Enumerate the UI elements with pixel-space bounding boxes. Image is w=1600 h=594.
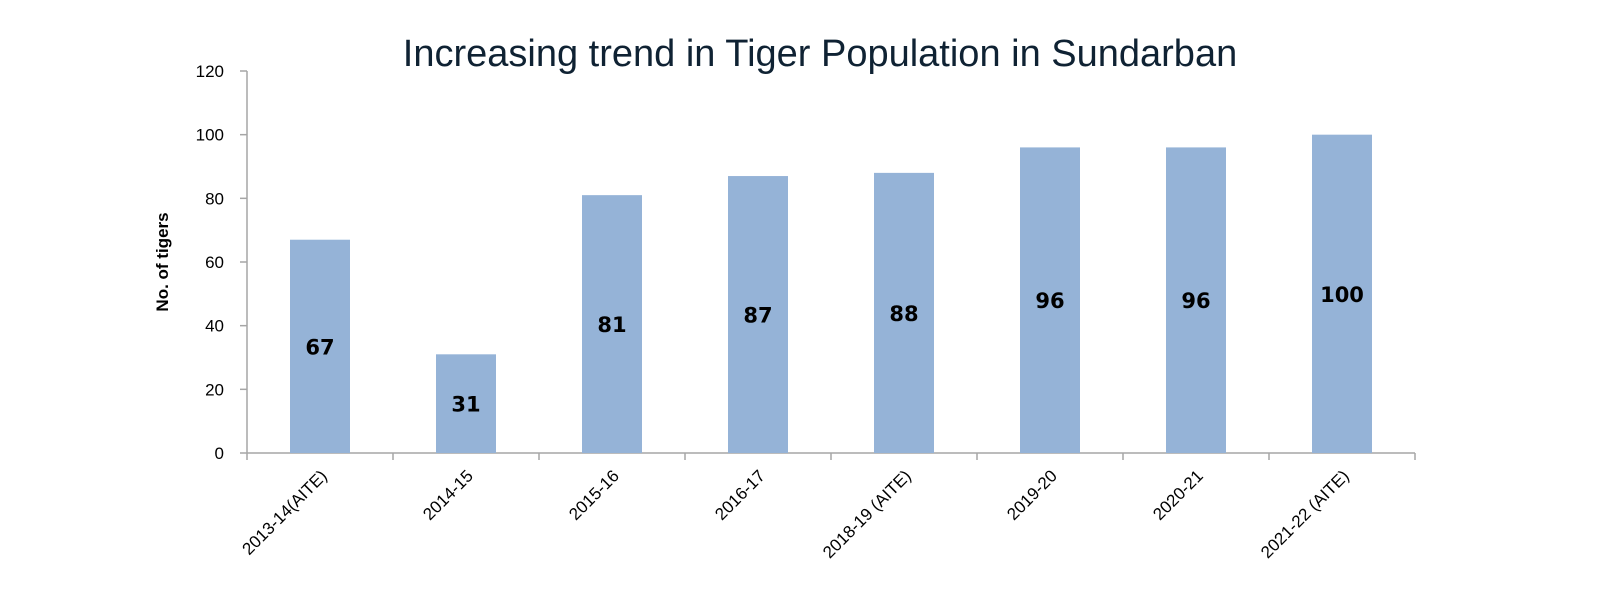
x-tick-label: 2013-14(AITE)	[239, 466, 331, 558]
bar	[436, 354, 496, 453]
bars	[290, 134, 1372, 454]
x-tick-label: 2019-20	[1003, 466, 1061, 524]
data-label: 31	[451, 393, 480, 417]
x-tick-label: 2020-21	[1149, 466, 1207, 524]
y-axis: 0 20 40 60 80 100 120	[196, 62, 248, 463]
x-tick-label: 2021-22 (AITE)	[1257, 466, 1353, 562]
bar	[290, 239, 350, 453]
y-tick-label: 60	[205, 253, 224, 272]
bar	[1312, 134, 1372, 453]
bar	[582, 195, 642, 453]
bar	[1166, 147, 1226, 453]
chart-title: Increasing trend in Tiger Population in …	[403, 33, 1237, 75]
y-tick-label: 120	[196, 62, 224, 81]
bar	[728, 176, 788, 454]
data-label: 96	[1181, 289, 1210, 313]
y-tick-label: 80	[205, 189, 224, 208]
y-tick-label: 20	[205, 380, 224, 399]
y-tick-label: 100	[196, 126, 224, 145]
data-label: 96	[1035, 289, 1064, 313]
data-label: 87	[743, 304, 772, 328]
x-tick-label: 2018-19 (AITE)	[819, 466, 915, 562]
data-label: 88	[889, 302, 918, 326]
data-label: 81	[597, 313, 626, 337]
y-axis-label: No. of tigers	[153, 212, 172, 311]
data-label: 67	[305, 335, 334, 359]
y-tick-label: 0	[215, 444, 224, 463]
bar	[874, 172, 934, 453]
bar	[1020, 147, 1080, 453]
data-labels: 67 31 81 87 88 96 96 100	[305, 283, 1364, 417]
x-tick-label: 2015-16	[565, 466, 623, 524]
data-label: 100	[1320, 283, 1364, 307]
y-tick-label: 40	[205, 317, 224, 336]
x-tick-label: 2016-17	[711, 466, 769, 524]
x-axis: 2013-14(AITE) 2014-15 2015-16 2016-17 2018-1…	[239, 452, 1416, 562]
x-tick-label: 2014-15	[419, 466, 477, 524]
